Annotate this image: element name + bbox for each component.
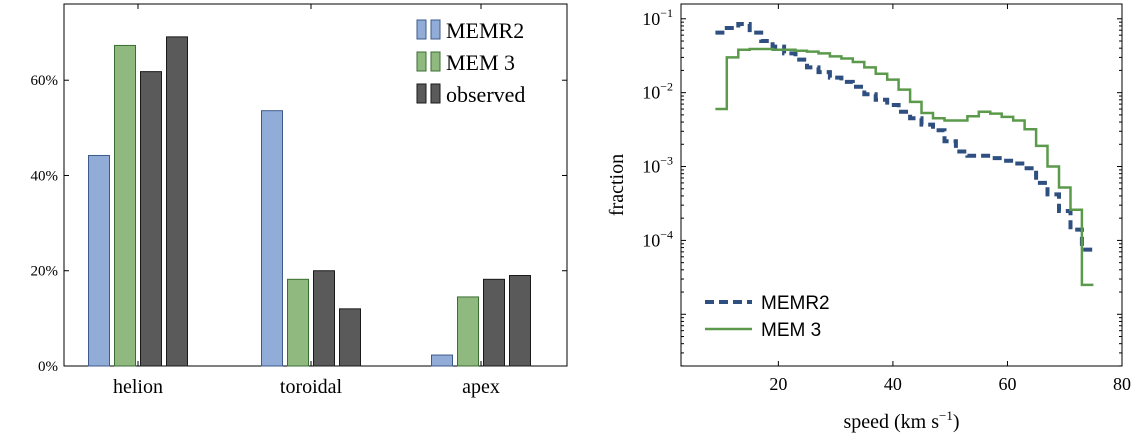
x-tick-label: 40 (884, 374, 902, 394)
legend-label: MEMR2 (761, 293, 830, 314)
legend: MEMR2 MEM 3 (705, 293, 830, 341)
bar (114, 44, 136, 367)
legend: MEMR2 MEM 3 observed (416, 18, 525, 107)
x-tick-label: 60 (998, 374, 1016, 394)
bar (483, 278, 505, 367)
x-tick-label: helion (113, 376, 163, 398)
y-axis-label: fraction (606, 154, 628, 216)
bar (140, 71, 162, 367)
plot-frame (680, 3, 1123, 367)
y-tick-label: 10−2 (642, 80, 673, 103)
legend-label: observed (446, 82, 525, 107)
legend-swatch (416, 51, 427, 72)
x-tick-label: 80 (1113, 374, 1131, 394)
legend-label: MEMR2 (446, 18, 524, 43)
y-tick-label: 10−4 (642, 227, 673, 250)
y-tick-label: 10−3 (642, 154, 673, 177)
x-tick-label: toroidal (280, 376, 343, 398)
x-tick-label: 20 (769, 374, 787, 394)
legend-swatch (430, 19, 441, 40)
series-line (715, 22, 1094, 252)
line-chart: 20 40 60 80 10−4 10−3 10−2 10−1 speed (km s−1) fr… (606, 3, 1131, 433)
bar (166, 36, 188, 367)
y-tick-label: 20% (31, 264, 59, 280)
legend-swatch (430, 83, 441, 104)
y-tick-label: 10−1 (642, 6, 673, 29)
bar (339, 308, 361, 367)
series-line (715, 47, 1094, 287)
x-axis-label: speed (km s−1) (843, 408, 959, 433)
x-tick-label: apex (462, 376, 500, 398)
legend-swatch (430, 51, 441, 72)
bar (287, 278, 309, 367)
legend-swatch (416, 19, 427, 40)
bar (261, 110, 283, 367)
y-tick-label: 0% (38, 359, 58, 375)
bar (431, 354, 453, 367)
bar (509, 275, 531, 367)
bar (457, 296, 479, 367)
bar-chart: 0% 20% 40% 60% helion toroidal apex MEMR2 MEM 3 o… (31, 3, 568, 398)
legend-label: MEM 3 (446, 50, 515, 75)
y-tick-label: 40% (31, 168, 59, 184)
bar (313, 270, 335, 367)
y-tick-label: 60% (31, 73, 59, 89)
legend-swatch (416, 83, 427, 104)
bar (88, 154, 110, 367)
legend-label: MEM 3 (761, 320, 821, 341)
